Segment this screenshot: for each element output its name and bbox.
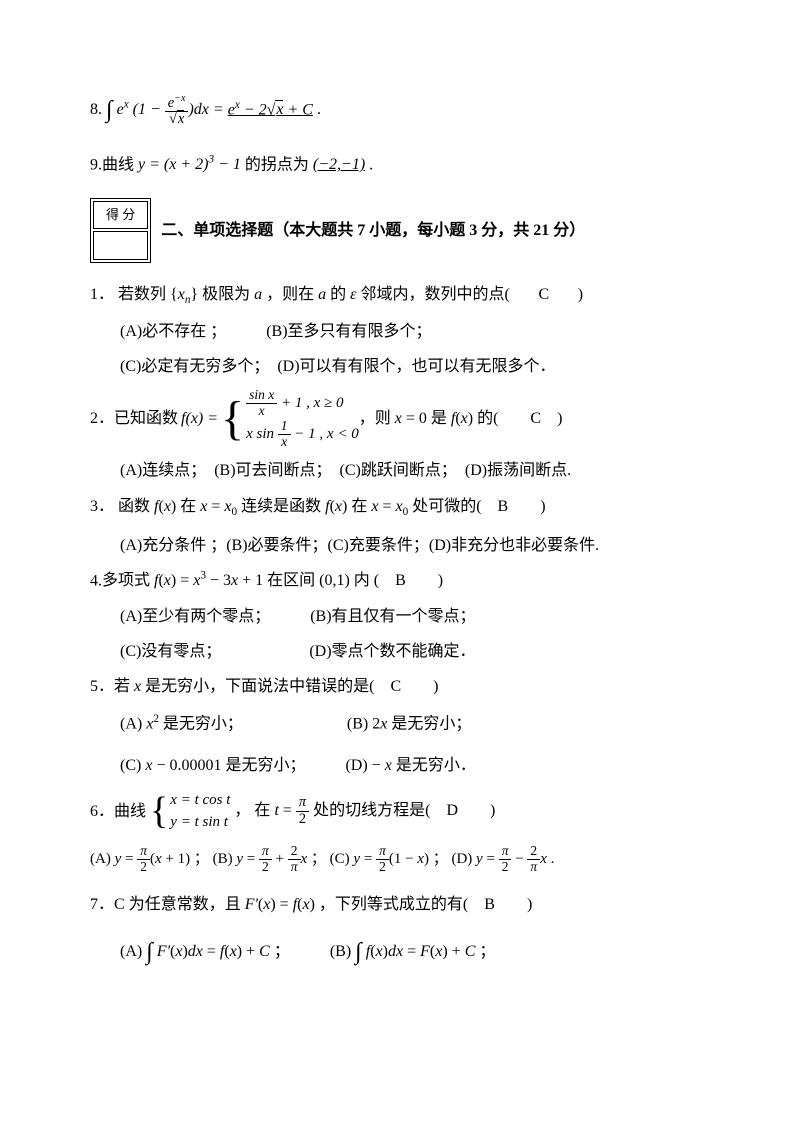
mc-q1-stem: 若数列 {xn} 极限为 a ，则在 a 的 ε 邻域内，数列中的点( xyxy=(118,286,510,303)
mc-q3-options: (A)充分条件 ；(B)必要条件；(C)充要条件；(D)非充分也非必要条件. xyxy=(120,532,740,559)
mc-q4-num: 4. xyxy=(90,572,102,589)
mc-q7-stem: C 为任意常数，且 F'(x) = f(x) ，下列等式成立的有( B ) xyxy=(114,896,532,913)
q9-text-before: 曲线 xyxy=(102,156,134,173)
q8-expression: ∫ ex (1 − e−x√x)dx = xyxy=(106,101,228,118)
mc-q5-num: 5． xyxy=(90,678,114,695)
mc-q4-options-row2: (C)没有零点； (D)零点个数不能确定． xyxy=(120,638,740,665)
score-box-label: 得 分 xyxy=(93,201,148,229)
q9-period: . xyxy=(369,156,373,173)
mc-q2: 2． 已知函数 f(x) = { sin xx + 1 , x ≥ 0 x si… xyxy=(90,388,740,449)
mc-q4: 4.多项式 f(x) = x3 − 3x + 1 在区间 (0,1) 内 ( B… xyxy=(90,567,740,595)
mc-q1-options-row2: (C)必定有无穷多个； (D)可以有有限个，也可以有无限多个． xyxy=(120,353,740,380)
mc-q6-parametric: { x = t cos t y = t sin t xyxy=(150,789,230,834)
score-box: 得 分 xyxy=(90,198,151,262)
q8-period: . xyxy=(317,101,321,118)
q8-number: 8. xyxy=(90,101,102,118)
mc-q5-answer: C xyxy=(390,678,401,695)
section-2-title: 二、单项选择题（本大题共 7 小题，每小题 3 分，共 21 分） xyxy=(161,217,585,244)
mc-q2-pre: 已知函数 xyxy=(114,405,178,432)
q9-number: 9. xyxy=(90,156,102,173)
q8-answer: ex − 2√x + C xyxy=(228,96,313,124)
mc-q4-stem: 多项式 f(x) = x3 − 3x + 1 在区间 (0,1) 内 ( B ) xyxy=(102,572,443,589)
mc-q6-answer: D xyxy=(446,802,458,819)
mc-q7: 7．C 为任意常数，且 F'(x) = f(x) ，下列等式成立的有( B ) xyxy=(90,891,740,918)
q9-expression: y = (x + 2)3 − 1 xyxy=(138,156,245,173)
q9-text-mid: 的拐点为 xyxy=(245,156,309,173)
mc-q1-optC: (C)必定有无穷多个； (D)可以有有限个，也可以有无限多个． xyxy=(120,358,556,375)
question-8: 8. ∫ ex (1 − e−x√x)dx = ex − 2√x + C . xyxy=(90,90,740,131)
mc-q5-options-row1: (A) x2 是无穷小； (B) 2x 是无穷小； xyxy=(120,710,740,738)
mc-q7-options: (A) ∫ F'(x)dx = f(x) + C ； (B) ∫ f(x)dx … xyxy=(120,932,740,973)
mc-q1-options-row1: (A)必不存在 ； (B)至多只有有限多个； xyxy=(120,318,740,345)
mc-q4-answer: B xyxy=(395,572,406,589)
mc-q1-answer: C xyxy=(514,281,574,308)
mc-q2-mid: ，则 x = 0 是 f(x) 的( C ) xyxy=(359,405,563,432)
score-box-value xyxy=(93,231,148,259)
mc-q7-num: 7． xyxy=(90,896,114,913)
mc-q5: 5．若 x 是无穷小，下面说法中错误的是( C ) xyxy=(90,673,740,700)
mc-q4-options-row1: (A)至少有两个零点； (B)有且仅有一个零点； xyxy=(120,603,740,630)
mc-q2-num: 2． xyxy=(90,405,114,432)
mc-q2-answer: C xyxy=(530,410,541,427)
mc-q3: 3． 函数 f(x) 在 x = x0 连续是函数 f(x) 在 x = x0 … xyxy=(90,493,740,522)
mc-q3-num: 3． xyxy=(90,498,114,515)
mc-q5-options-row2: (C) x − 0.00001 是无穷小； (D) − x 是无穷小． xyxy=(120,752,740,779)
mc-q1-num: 1． xyxy=(90,286,114,303)
mc-q3-stem: 函数 f(x) 在 x = x0 连续是函数 f(x) 在 x = x0 处可微… xyxy=(118,498,546,515)
mc-q6-pre: 曲线 xyxy=(114,798,146,825)
mc-q6-options: (A) y = π2(x + 1) ； (B) y = π2 + 2πx ； (… xyxy=(90,844,740,875)
question-9: 9.曲线 y = (x + 2)3 − 1 的拐点为 (−2,−1) . xyxy=(90,151,740,179)
mc-q6: 6． 曲线 { x = t cos t y = t sin t ， 在 t = … xyxy=(90,789,740,834)
mc-q1-stem-end: ) xyxy=(578,286,583,303)
mc-q6-num: 6． xyxy=(90,798,114,825)
mc-q2-piecewise: { sin xx + 1 , x ≥ 0 x sin 1x − 1 , x < … xyxy=(221,388,359,449)
section-2-header: 得 分 二、单项选择题（本大题共 7 小题，每小题 3 分，共 21 分） xyxy=(90,198,740,262)
mc-q1-optA: (A)必不存在 ； (B)至多只有有限多个； xyxy=(120,323,432,340)
mc-q7-answer: B xyxy=(484,896,495,913)
mc-q1: 1． 若数列 {xn} 极限为 a ，则在 a 的 ε 邻域内，数列中的点( C… xyxy=(90,281,740,310)
mc-q2-options: (A)连续点； (B)可去间断点； (C)跳跃间断点； (D)振荡间断点. xyxy=(120,457,740,484)
mc-q6-mid: ， 在 t = π2 处的切线方程是( D ) xyxy=(234,795,495,828)
mc-q3-answer: B xyxy=(498,498,509,515)
mc-q5-stem: 若 x 是无穷小，下面说法中错误的是( C ) xyxy=(114,678,438,695)
q9-answer: (−2,−1) xyxy=(313,151,365,178)
